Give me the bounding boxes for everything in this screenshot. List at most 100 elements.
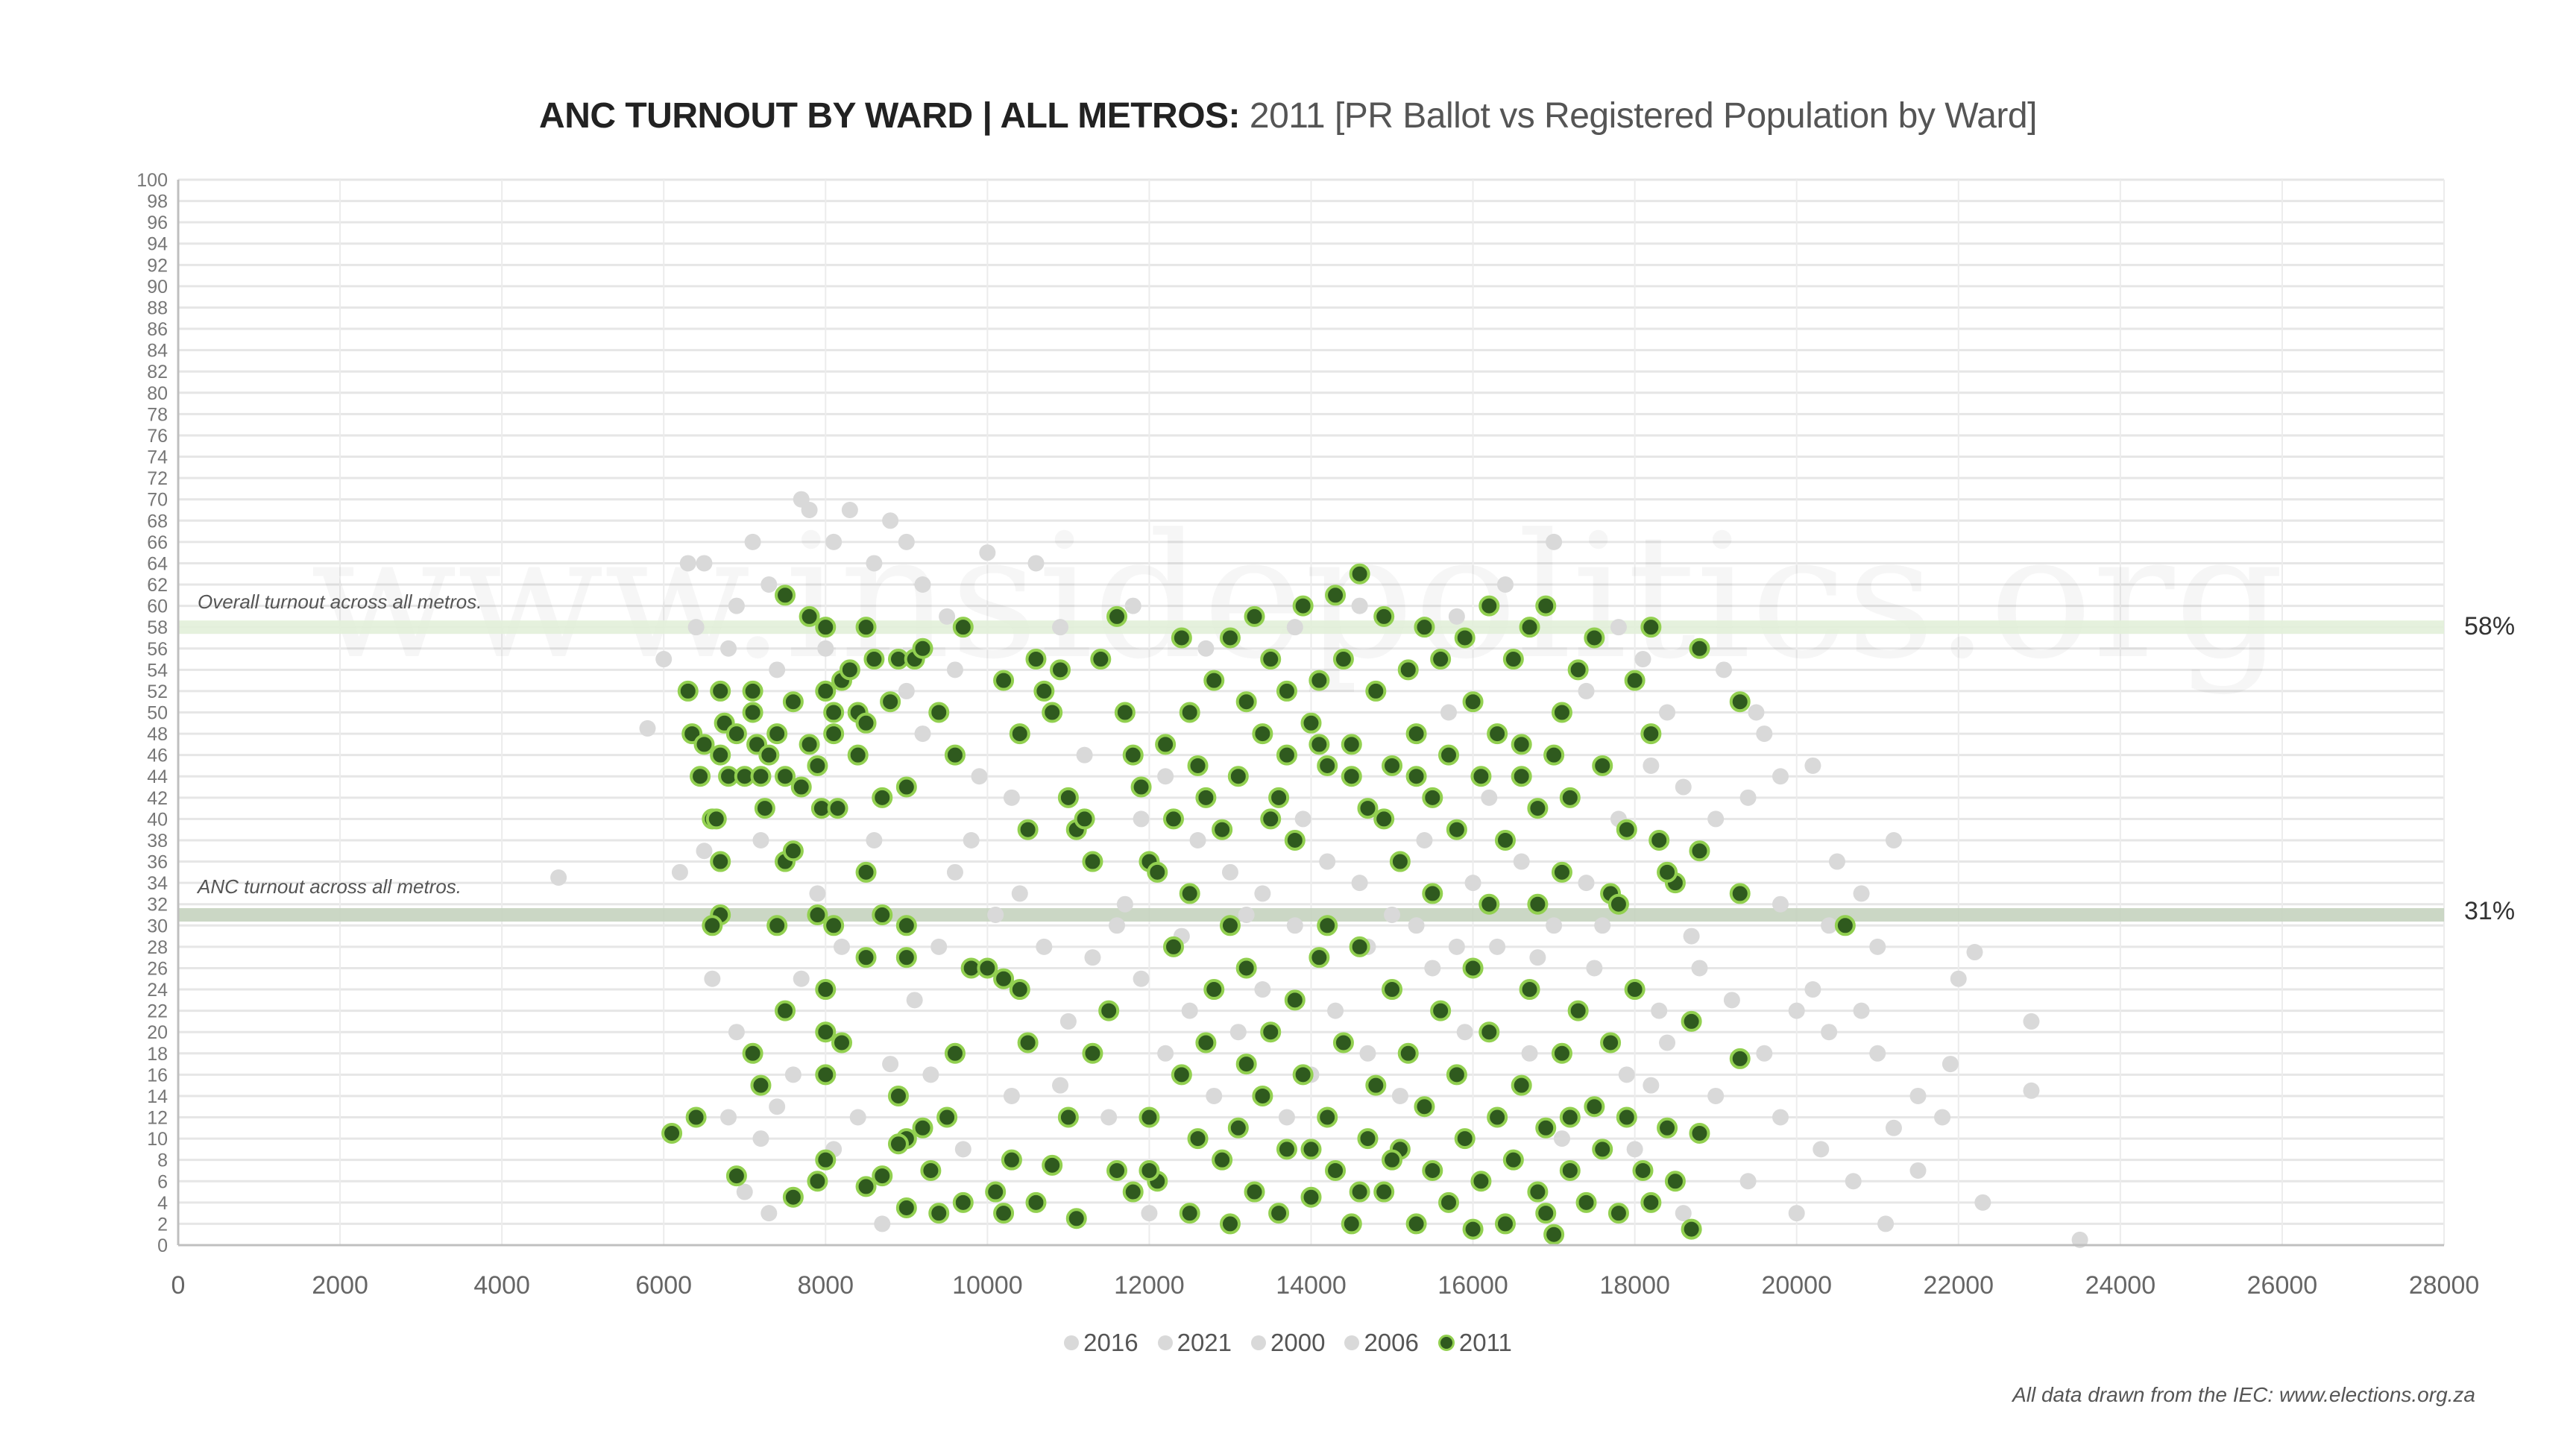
data-point-other-years: [1942, 1056, 1959, 1073]
data-point-2011: [1567, 1000, 1589, 1021]
data-point-2011: [1405, 723, 1427, 745]
y-tick-label: 42: [147, 788, 168, 809]
data-point-other-years: [736, 1183, 753, 1200]
data-point-other-years: [760, 1205, 778, 1222]
data-point-2011: [1527, 798, 1549, 819]
data-point-2011: [1373, 605, 1395, 627]
data-point-other-years: [1286, 619, 1303, 636]
data-point-2011: [1681, 1010, 1702, 1032]
legend-marker-icon: [1157, 1335, 1173, 1350]
legend-item-2011[interactable]: 2011: [1437, 1329, 1512, 1357]
x-tick-label: 22000: [1924, 1271, 1994, 1300]
data-point-2011: [993, 1203, 1015, 1224]
data-point-2011: [1462, 957, 1484, 979]
data-point-other-years: [639, 720, 656, 737]
data-point-other-years: [833, 938, 850, 955]
data-point-2011: [754, 798, 775, 819]
data-point-2011: [815, 1064, 837, 1086]
data-point-2011: [1511, 1074, 1532, 1096]
data-point-2011: [1332, 649, 1354, 670]
data-point-other-years: [1546, 917, 1563, 934]
data-point-other-years: [1739, 789, 1757, 806]
data-point-2011: [1584, 1096, 1605, 1118]
data-point-2011: [750, 1074, 772, 1096]
data-point-2011: [1349, 1181, 1370, 1203]
data-point-2011: [1519, 617, 1540, 638]
data-point-other-years: [1869, 938, 1886, 955]
data-point-2011: [775, 585, 796, 606]
data-point-other-years: [1756, 1045, 1773, 1062]
data-point-2011: [1284, 989, 1306, 1011]
data-point-2011: [742, 702, 763, 723]
data-point-other-years: [1351, 875, 1368, 892]
data-point-other-years: [1286, 917, 1303, 934]
data-point-other-years: [922, 1066, 939, 1083]
legend-label: 2021: [1177, 1329, 1232, 1356]
data-point-2011: [782, 691, 804, 713]
data-point-other-years: [1052, 1077, 1069, 1094]
data-point-2011: [1219, 1213, 1241, 1235]
data-point-other-years: [769, 1098, 786, 1115]
data-point-2011: [1430, 649, 1452, 670]
data-point-2011: [1600, 1032, 1622, 1054]
data-point-2011: [1365, 1074, 1387, 1096]
data-point-2011: [1309, 734, 1330, 755]
data-point-2011: [702, 915, 723, 936]
y-tick-label: 46: [147, 746, 168, 766]
chart-title-rest: 2011 [PR Ballot vs Registered Population…: [1240, 96, 2038, 136]
data-point-2011: [928, 1203, 950, 1224]
data-point-2011: [799, 734, 820, 755]
data-point-2011: [1559, 1106, 1581, 1128]
data-point-2011: [1535, 1117, 1557, 1139]
data-point-2011: [1729, 691, 1751, 713]
data-point-2011: [1098, 1000, 1120, 1021]
data-point-2011: [1171, 627, 1192, 649]
data-point-2011: [977, 957, 998, 979]
data-point-2011: [928, 702, 950, 723]
data-point-other-years: [817, 640, 834, 657]
data-point-other-years: [1553, 1130, 1570, 1147]
data-point-other-years: [1489, 938, 1506, 955]
data-point-2011: [710, 744, 731, 766]
data-point-2011: [1592, 1139, 1613, 1160]
data-point-2011: [1025, 1191, 1047, 1213]
data-point-2011: [1414, 1096, 1435, 1118]
data-point-2011: [1543, 744, 1565, 766]
y-tick-label: 58: [147, 617, 168, 638]
data-point-other-years: [914, 725, 931, 743]
legend-item-2000[interactable]: 2000: [1251, 1329, 1325, 1357]
y-tick-label: 74: [147, 447, 168, 468]
data-point-other-years: [1966, 944, 1983, 961]
data-point-other-years: [939, 608, 956, 625]
x-tick-label: 14000: [1276, 1271, 1347, 1300]
data-point-2011: [1187, 1128, 1209, 1150]
legend-item-2021[interactable]: 2021: [1157, 1329, 1232, 1357]
data-point-2011: [872, 787, 893, 808]
y-tick-label: 72: [147, 468, 168, 489]
data-point-2011: [766, 723, 788, 745]
data-point-2011: [1147, 861, 1168, 883]
data-point-2011: [1235, 1054, 1257, 1075]
y-tick-label: 4: [157, 1193, 168, 1214]
y-tick-label: 14: [147, 1086, 168, 1107]
x-tick-label: 8000: [797, 1271, 854, 1300]
data-point-2011: [1050, 659, 1071, 681]
x-tick-label: 20000: [1761, 1271, 1832, 1300]
data-point-2011: [1122, 1181, 1144, 1203]
legend-item-2006[interactable]: 2006: [1344, 1329, 1419, 1357]
data-point-2011: [1543, 1224, 1565, 1245]
data-point-other-years: [1521, 1045, 1538, 1062]
data-point-other-years: [696, 555, 713, 572]
data-point-2011: [1502, 1149, 1524, 1171]
legend-marker-icon: [1344, 1335, 1360, 1350]
data-point-2011: [1300, 1186, 1322, 1208]
legend-item-2016[interactable]: 2016: [1064, 1329, 1139, 1357]
data-point-2011: [895, 1197, 917, 1218]
data-point-other-years: [1853, 1002, 1870, 1019]
data-point-other-years: [704, 970, 721, 987]
y-tick-label: 94: [147, 234, 168, 255]
data-point-other-years: [979, 544, 996, 561]
data-point-other-years: [914, 576, 931, 593]
data-point-2011: [1632, 1159, 1654, 1181]
